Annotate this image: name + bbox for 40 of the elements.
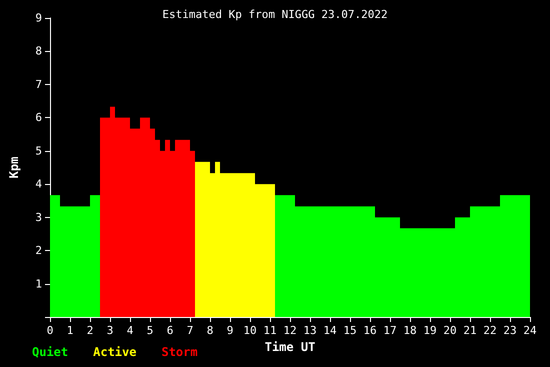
y-tick-label: 6 [35,111,42,124]
x-tick-label: 3 [106,324,114,337]
x-tick-label: 20 [443,324,457,337]
y-tick-label: 1 [35,277,42,290]
x-tick-label: 16 [363,324,377,337]
y-axis-title: Kpm [7,156,21,178]
x-tick-label: 12 [283,324,297,337]
x-tick-label: 7 [186,324,194,337]
x-tick-label: 0 [46,324,54,337]
x-tick-label: 5 [146,324,154,337]
text: Quiet [32,345,68,359]
x-tick-label: 8 [206,324,214,337]
text: Storm [161,345,198,359]
x-tick-label: 14 [323,324,337,337]
y-tick-label: 4 [35,178,42,191]
x-tick-label: 10 [243,324,257,337]
x-tick-label: 4 [126,324,134,337]
x-tick-label: 15 [343,324,357,337]
y-tick-label: 3 [35,210,42,224]
chart-title: Estimated Kp from NIGGG 23.07.2022 [162,8,388,21]
x-tick-label: 11 [263,324,277,337]
x-tick-label: 17 [383,324,397,337]
y-tick-label: 9 [35,12,42,24]
x-tick-label: 18 [403,324,417,337]
y-tick-label: 2 [35,244,42,258]
x-tick-label: 19 [423,324,437,337]
x-tick-label: 23 [503,324,517,337]
y-tick-label: 7 [35,78,42,91]
x-tick-label: 13 [303,324,317,337]
x-axis-title: Time UT [264,340,316,354]
x-tick-label: 22 [483,324,497,337]
x-tick-label: 21 [463,324,477,337]
y-tick-label: 5 [35,144,42,158]
y-tick-label: 8 [35,44,42,58]
x-tick-label: 2 [86,324,94,337]
x-tick-label: 24 [523,324,537,337]
text: Active [93,345,136,359]
x-tick-label: 1 [66,324,74,337]
x-tick-label: 6 [166,324,174,337]
x-tick-label: 9 [226,324,234,337]
